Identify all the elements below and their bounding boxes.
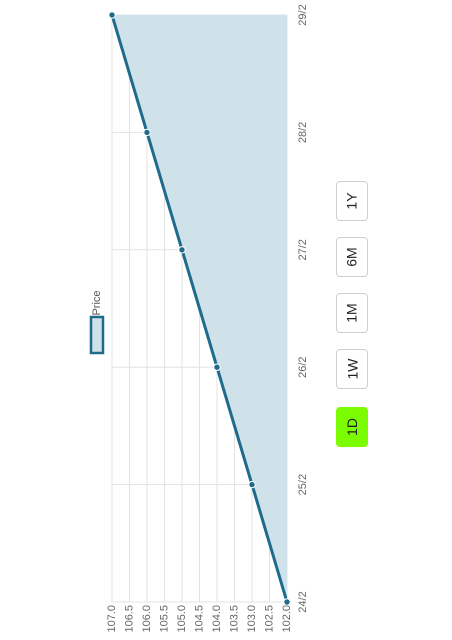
y-tick-label: 104.0 bbox=[211, 605, 223, 633]
range-button-1y[interactable]: 1Y bbox=[336, 181, 368, 221]
range-button-1d[interactable]: 1D bbox=[336, 407, 368, 447]
y-tick-label: 107.0 bbox=[106, 605, 118, 633]
y-tick-label: 106.0 bbox=[141, 605, 153, 633]
price-series-line bbox=[110, 14, 289, 603]
legend-label: Price bbox=[91, 290, 103, 315]
range-button-1w[interactable]: 1W bbox=[336, 349, 368, 389]
y-tick-label: 106.5 bbox=[123, 605, 135, 633]
tick-layer: 102.0 102.5 103.0 103.5 104.0 104.5 105.0 105.5… bbox=[106, 4, 309, 632]
price-point[interactable] bbox=[283, 598, 291, 606]
price-point[interactable] bbox=[178, 246, 186, 254]
range-button-label: 1Y bbox=[344, 192, 360, 210]
price-point[interactable] bbox=[213, 363, 221, 371]
x-tick-label: 27/2 bbox=[297, 239, 309, 260]
y-tick-label: 105.5 bbox=[158, 605, 170, 633]
range-button-label: 1M bbox=[343, 303, 360, 323]
price-point[interactable] bbox=[248, 480, 256, 489]
y-tick-label: 104.5 bbox=[193, 605, 205, 633]
range-button-label: 1W bbox=[344, 358, 360, 380]
range-button-label: 1D bbox=[344, 418, 360, 436]
y-tick-label: 103.5 bbox=[228, 605, 240, 633]
x-tick-label: 24/2 bbox=[297, 591, 309, 612]
y-tick-label: 102.0 bbox=[281, 605, 293, 633]
range-button-1m[interactable]: 1M bbox=[336, 293, 368, 333]
x-tick-label: 28/2 bbox=[297, 122, 309, 143]
x-tick-label: 25/2 bbox=[297, 474, 309, 495]
legend: Price bbox=[89, 290, 105, 355]
point-layer bbox=[108, 11, 291, 606]
x-tick-label: 26/2 bbox=[297, 356, 309, 377]
price-point[interactable] bbox=[143, 128, 151, 137]
range-button-6m[interactable]: 6M bbox=[336, 237, 368, 277]
y-tick-label: 105.0 bbox=[176, 605, 188, 633]
price-point[interactable] bbox=[108, 11, 116, 19]
range-button-label: 6M bbox=[343, 247, 360, 267]
area-layer bbox=[110, 14, 289, 603]
y-tick-label: 102.5 bbox=[263, 605, 275, 633]
x-tick-label: 29/2 bbox=[297, 4, 309, 25]
legend-swatch bbox=[89, 315, 105, 355]
y-tick-label: 103.0 bbox=[246, 605, 258, 633]
